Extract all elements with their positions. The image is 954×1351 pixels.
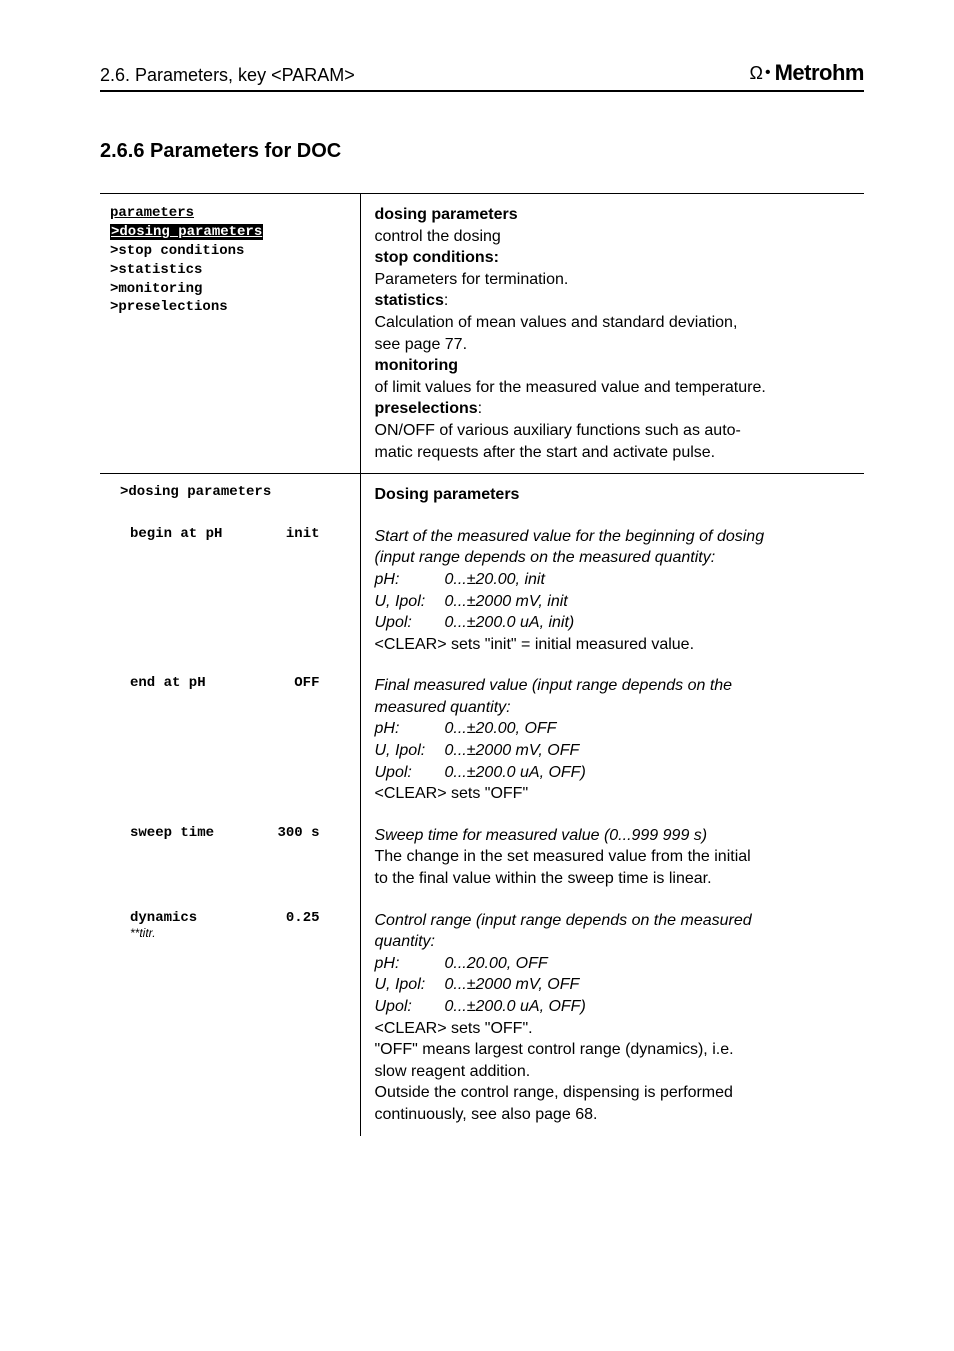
begin-desc1: Start of the measured value for the begi… — [375, 528, 765, 545]
menu-cell: parameters >dosing parameters >stop cond… — [100, 194, 360, 474]
dynamics-label: dynamics — [130, 910, 197, 926]
begin-clear: <CLEAR> sets "init" = initial measured v… — [375, 636, 695, 653]
ohm-icon: Ω • — [750, 63, 771, 84]
section-path: 2.6. Parameters, key <PARAM> — [100, 65, 355, 86]
begin-right-cell: Start of the measured value for the begi… — [360, 516, 864, 666]
begin-left-cell: begin at pH init — [100, 516, 360, 666]
page-header: 2.6. Parameters, key <PARAM> Ω • Metrohm — [100, 60, 864, 92]
menu-title: parameters — [110, 205, 194, 221]
end-ph-label: pH: — [375, 718, 445, 740]
dosing-params-title: Dosing parameters — [375, 486, 520, 503]
dynamics-off1: "OFF" means largest control range (dynam… — [375, 1041, 734, 1058]
sweep-desc1: Sweep time for measured value (0...999 9… — [375, 827, 708, 844]
begin-ph-val: 0...±20.00, init — [445, 569, 545, 591]
begin-upol-val: 0...±200.0 uA, init) — [445, 612, 575, 634]
overview-dosing-label: dosing parameters — [375, 206, 518, 223]
dynamics-ph-label: pH: — [375, 953, 445, 975]
dynamics-desc2: quantity: — [375, 933, 435, 950]
overview-stats-text1: Calculation of mean values and standard … — [375, 314, 738, 331]
begin-u-val: 0...±2000 mV, init — [445, 591, 568, 613]
dynamics-note: **titr. — [110, 926, 340, 940]
brand-logo: Ω • Metrohm — [750, 60, 864, 86]
brand-name: Metrohm — [775, 60, 864, 86]
sweep-desc3: to the final value within the sweep time… — [375, 870, 712, 887]
begin-upol-label: Upol: — [375, 612, 445, 634]
sweep-value: 300 s — [277, 825, 319, 841]
end-ph-val: 0...±20.00, OFF — [445, 718, 557, 740]
sweep-label: sweep time — [130, 825, 214, 841]
begin-ph-label: pH: — [375, 569, 445, 591]
menu-item: >stop conditions — [110, 242, 340, 261]
dynamics-right-cell: Control range (input range depends on th… — [360, 900, 864, 1136]
overview-stop-text: Parameters for termination. — [375, 271, 569, 288]
dynamics-off4: continuously, see also page 68. — [375, 1106, 598, 1123]
dynamics-ph-val: 0...20.00, OFF — [445, 953, 548, 975]
sweep-desc2: The change in the set measured value fro… — [375, 848, 751, 865]
begin-label: begin at pH — [130, 526, 222, 542]
dosing-header-right-cell: Dosing parameters — [360, 474, 864, 516]
dynamics-off3: Outside the control range, dispensing is… — [375, 1084, 733, 1101]
dynamics-clear: <CLEAR> sets "OFF". — [375, 1020, 533, 1037]
dynamics-upol-label: Upol: — [375, 996, 445, 1018]
dosing-params-label: >dosing parameters — [110, 484, 340, 500]
menu-item: >monitoring — [110, 280, 340, 299]
end-right-cell: Final measured value (input range depend… — [360, 665, 864, 815]
parameters-table: parameters >dosing parameters >stop cond… — [100, 193, 864, 1136]
end-u-label: U, Ipol: — [375, 740, 445, 762]
dynamics-u-label: U, Ipol: — [375, 974, 445, 996]
end-u-val: 0...±2000 mV, OFF — [445, 740, 580, 762]
overview-mon-label: monitoring — [375, 357, 459, 374]
end-desc2: measured quantity: — [375, 699, 511, 716]
begin-u-label: U, Ipol: — [375, 591, 445, 613]
dynamics-off2: slow reagent addition. — [375, 1063, 531, 1080]
end-upol-label: Upol: — [375, 762, 445, 784]
overview-stop-label: stop conditions: — [375, 249, 499, 266]
end-label: end at pH — [130, 675, 206, 691]
overview-stats-label: statistics — [375, 292, 444, 309]
end-value: OFF — [294, 675, 319, 691]
dynamics-left-cell: dynamics 0.25 **titr. — [100, 900, 360, 1136]
menu-box: parameters >dosing parameters >stop cond… — [110, 204, 340, 317]
section-title: 2.6.6 Parameters for DOC — [100, 140, 864, 163]
overview-pre-text2: matic requests after the start and activ… — [375, 444, 716, 461]
dynamics-value: 0.25 — [286, 910, 320, 926]
menu-item-selected: >dosing parameters — [110, 224, 263, 240]
sweep-right-cell: Sweep time for measured value (0...999 9… — [360, 815, 864, 900]
overview-pre-text1: ON/OFF of various auxiliary functions su… — [375, 422, 741, 439]
begin-value: init — [286, 526, 320, 542]
overview-stats-text2: see page 77. — [375, 336, 468, 353]
end-desc1: Final measured value (input range depend… — [375, 677, 733, 694]
overview-cell: dosing parameters control the dosing sto… — [360, 194, 864, 474]
dosing-header-left-cell: >dosing parameters — [100, 474, 360, 516]
menu-item: >preselections — [110, 298, 340, 317]
dynamics-u-val: 0...±2000 mV, OFF — [445, 974, 580, 996]
dynamics-desc1: Control range (input range depends on th… — [375, 912, 752, 929]
end-clear: <CLEAR> sets "OFF" — [375, 785, 529, 802]
overview-dosing-text: control the dosing — [375, 228, 501, 245]
overview-mon-text: of limit values for the measured value a… — [375, 379, 766, 396]
sweep-left-cell: sweep time 300 s — [100, 815, 360, 900]
begin-desc2: (input range depends on the measured qua… — [375, 549, 716, 566]
menu-item: >statistics — [110, 261, 340, 280]
overview-pre-label: preselections — [375, 400, 478, 417]
end-left-cell: end at pH OFF — [100, 665, 360, 815]
end-upol-val: 0...±200.0 uA, OFF) — [445, 762, 586, 784]
dynamics-upol-val: 0...±200.0 uA, OFF) — [445, 996, 586, 1018]
